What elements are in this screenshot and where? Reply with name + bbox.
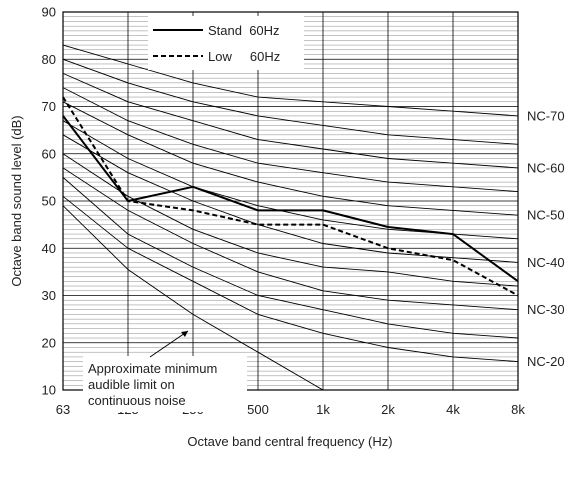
- series-line: [62, 115, 519, 283]
- x-tick-label: 500: [247, 402, 269, 417]
- y-tick-label: 70: [42, 99, 56, 114]
- y-tick-label: 10: [42, 383, 56, 398]
- y-tick-label: 90: [42, 5, 56, 20]
- x-tick-label: 2k: [381, 402, 395, 417]
- plot-frame: [62, 11, 519, 391]
- x-tick-label: 4k: [446, 402, 460, 417]
- nc-curve: [62, 134, 519, 263]
- nc-curve: [62, 44, 519, 117]
- nc-curve-labels: NC-20 NC-30 NC-40 NC-50 NC-60 NC-70: [527, 108, 565, 369]
- y-tick-label: 30: [42, 288, 56, 303]
- y-tick-label: 50: [42, 194, 56, 209]
- legend-label-stand: Stand 60Hz: [208, 23, 280, 38]
- annotation-line-1: Approximate minimum: [88, 361, 217, 376]
- y-tick-label: 80: [42, 52, 56, 67]
- legend-box: [148, 16, 304, 70]
- y-tick-label: 60: [42, 146, 56, 161]
- nc-curve: [62, 153, 519, 287]
- y-axis-ticks: 10 20 30 40 50 60 70 80 90: [42, 5, 56, 398]
- nc-curve-label: NC-20: [527, 354, 565, 369]
- annotation-line-3: continuous noise: [88, 393, 186, 408]
- series-line: [62, 96, 519, 297]
- x-tick-label: 1k: [316, 402, 330, 417]
- nc-curve: [62, 72, 519, 169]
- y-axis-title: Octave band sound level (dB): [9, 115, 24, 286]
- nc-curve: [62, 195, 519, 363]
- nc-curve: [62, 167, 519, 311]
- nc-curve-label: NC-60: [527, 160, 565, 175]
- x-tick-label: 63: [56, 402, 70, 417]
- annotation-box: [83, 356, 247, 412]
- nc-curve: [62, 58, 519, 145]
- nc-curve: [62, 177, 519, 339]
- nc-curve-label: NC-40: [527, 255, 565, 270]
- legend: Stand 60Hz Low 60Hz: [148, 16, 304, 70]
- nc-curve-label: NC-70: [527, 108, 565, 123]
- nc-curve-label: NC-50: [527, 208, 565, 223]
- nc-curve: [62, 87, 519, 193]
- x-axis-title: Octave band central frequency (Hz): [187, 434, 392, 449]
- annotation-pointer: [149, 330, 189, 358]
- legend-label-low: Low 60Hz: [208, 49, 280, 64]
- y-tick-label: 40: [42, 241, 56, 256]
- y-tick-label: 20: [42, 335, 56, 350]
- annotation-arrowhead: [181, 331, 188, 337]
- x-tick-label: 8k: [511, 402, 525, 417]
- nc-curve: [62, 101, 519, 216]
- data-series: [62, 96, 519, 297]
- annotation-line-2: audible limit on: [88, 377, 175, 392]
- audible-limit-annotation: Approximate minimum audible limit on con…: [83, 330, 247, 412]
- nc-curve-label: NC-30: [527, 302, 565, 317]
